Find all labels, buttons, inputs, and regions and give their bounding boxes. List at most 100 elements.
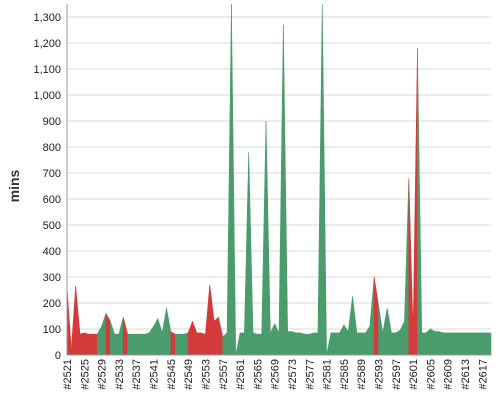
area-segment-2530: [105, 312, 111, 356]
area-segment-2580: [321, 3, 327, 356]
y-tick-label: 500: [43, 220, 61, 232]
area-segment-2546: [174, 333, 180, 356]
area-segment-2591: [369, 276, 375, 356]
area-segment-2571: [283, 24, 288, 356]
area-segment-2581: [326, 332, 332, 356]
x-tick-label: #2561: [235, 359, 247, 390]
area-segment-2540: [148, 325, 154, 356]
area-segment-2603: [421, 332, 427, 356]
x-tick-label: #2617: [477, 359, 489, 390]
y-axis-title: mins: [6, 169, 22, 202]
area-segment-2582: [330, 332, 336, 356]
area-segment-2596: [391, 332, 397, 356]
area-segment-2543: [161, 308, 167, 356]
area-segment-2569: [274, 323, 280, 356]
area-segment-2538: [140, 333, 146, 356]
area-segment-2526: [88, 333, 94, 356]
area-segment-2583: [334, 332, 340, 356]
area-segment-2534: [122, 317, 128, 356]
grid-layer: [67, 16, 491, 330]
area-segment-2536: [131, 333, 137, 356]
area-segment-2542: [157, 318, 163, 356]
area-segment-2524: [79, 332, 85, 356]
area-segment-2560: [235, 332, 241, 356]
area-segment-2544: [166, 308, 172, 356]
area-segment-2564: [252, 332, 258, 356]
area-segment-2529: [101, 313, 107, 356]
area-segment-2618: [486, 332, 492, 356]
x-tick-label: #2549: [183, 359, 195, 390]
area-segment-2547: [179, 333, 185, 356]
area-segment-2611: [456, 332, 462, 356]
area-segment-2535: [127, 333, 133, 356]
y-tick-label: 400: [43, 246, 61, 258]
x-tick-label: #2573: [287, 359, 299, 390]
area-segment-2567: [265, 120, 271, 356]
area-segment-2617: [482, 332, 487, 356]
area-segment-2599: [404, 178, 410, 356]
area-segment-2602: [417, 48, 423, 356]
build-area-series: [66, 3, 492, 356]
x-tick-label: #2601: [408, 359, 420, 390]
y-tick-label: 600: [43, 194, 61, 206]
x-tick-label: #2581: [322, 359, 334, 390]
x-tick-label: #2589: [356, 359, 368, 390]
area-segment-2575: [300, 332, 306, 356]
area-segment-2537: [135, 333, 141, 356]
area-segment-2601: [412, 48, 418, 356]
area-segment-2606: [434, 331, 440, 356]
area-segment-2550: [192, 321, 198, 356]
area-segment-2573: [291, 331, 297, 356]
area-segment-2570: [278, 24, 284, 356]
area-segment-2593: [378, 305, 384, 356]
area-segment-2548: [183, 332, 189, 356]
area-segment-2557: [222, 332, 228, 356]
area-segment-2533: [118, 317, 124, 356]
x-tick-label: #2537: [131, 359, 143, 390]
y-tick-label: 300: [43, 272, 61, 284]
area-segment-2607: [438, 331, 444, 356]
area-segment-2563: [248, 152, 254, 356]
area-segment-2551: [196, 332, 202, 356]
x-tick-label: #2605: [425, 359, 437, 390]
area-segment-2566: [261, 120, 267, 356]
area-segment-2612: [460, 332, 466, 356]
area-segment-2585: [343, 324, 349, 356]
area-segment-2609: [447, 332, 453, 356]
area-segment-2531: [109, 321, 115, 356]
x-tick-label: #2613: [460, 359, 472, 390]
area-segment-2561: [239, 332, 245, 356]
area-segment-2565: [257, 333, 262, 356]
area-segment-2545: [170, 331, 176, 356]
area-segment-2598: [399, 321, 405, 356]
area-segment-2577: [308, 332, 314, 356]
area-segment-2608: [443, 332, 449, 356]
x-tick-label: #2545: [166, 359, 178, 390]
area-segment-2584: [339, 323, 345, 356]
area-segment-2562: [244, 152, 250, 356]
area-segment-2568: [270, 323, 275, 356]
y-tick-label: 100: [43, 324, 61, 336]
x-tick-label: #2565: [252, 359, 264, 390]
y-tick-label: 200: [43, 298, 61, 310]
x-tick-label: #2521: [62, 359, 74, 390]
area-segment-2554: [209, 284, 215, 356]
area-segment-2522: [71, 286, 76, 356]
y-tick-label: 1,100: [33, 64, 61, 76]
x-axis-ticks: #2521 #2525 #2529 #2533 #2537 #2541 #2545 #2549…: [62, 359, 489, 390]
area-segment-2528: [96, 325, 102, 356]
area-segment-2558: [226, 3, 232, 356]
area-segment-2532: [114, 333, 120, 356]
area-segment-2616: [477, 332, 483, 356]
area-segment-2572: [287, 331, 293, 356]
area-segment-2614: [469, 332, 474, 356]
x-tick-label: #2577: [304, 359, 316, 390]
area-segment-2604: [425, 328, 431, 356]
area-segment-2594: [382, 308, 388, 356]
area-segment-2576: [304, 333, 310, 356]
x-tick-label: #2541: [149, 359, 161, 390]
area-segment-2549: [187, 321, 193, 356]
area-segment-2615: [473, 332, 479, 356]
